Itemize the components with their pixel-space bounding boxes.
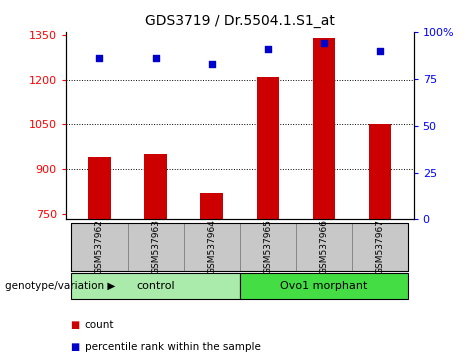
Text: count: count [85,320,114,330]
Bar [71,273,240,299]
Bar [313,38,335,354]
Point [96,55,103,61]
Bar [257,76,279,354]
Point [376,48,384,53]
Text: ■: ■ [70,320,80,330]
Bar [240,273,408,299]
Bar [200,193,223,354]
Point [264,46,272,52]
Point [208,61,215,67]
Text: GSM537963: GSM537963 [151,219,160,274]
Bar [352,223,408,271]
Bar [296,223,352,271]
Text: percentile rank within the sample: percentile rank within the sample [85,342,260,352]
Bar [144,154,167,354]
Bar [184,223,240,271]
Text: GSM537967: GSM537967 [376,219,384,274]
Text: GSM537962: GSM537962 [95,219,104,274]
Text: GSM537966: GSM537966 [319,219,329,274]
Bar [369,124,391,354]
Bar [88,157,110,354]
Point [320,40,328,46]
Text: genotype/variation ▶: genotype/variation ▶ [5,281,115,291]
Bar [127,223,184,271]
Bar [240,223,296,271]
Text: Ovo1 morphant: Ovo1 morphant [280,281,368,291]
Bar [71,223,127,271]
Text: GSM537965: GSM537965 [263,219,272,274]
Text: control: control [136,281,175,291]
Title: GDS3719 / Dr.5504.1.S1_at: GDS3719 / Dr.5504.1.S1_at [145,14,335,28]
Text: ■: ■ [70,342,80,352]
Text: GSM537964: GSM537964 [207,219,216,274]
Point [152,55,159,61]
